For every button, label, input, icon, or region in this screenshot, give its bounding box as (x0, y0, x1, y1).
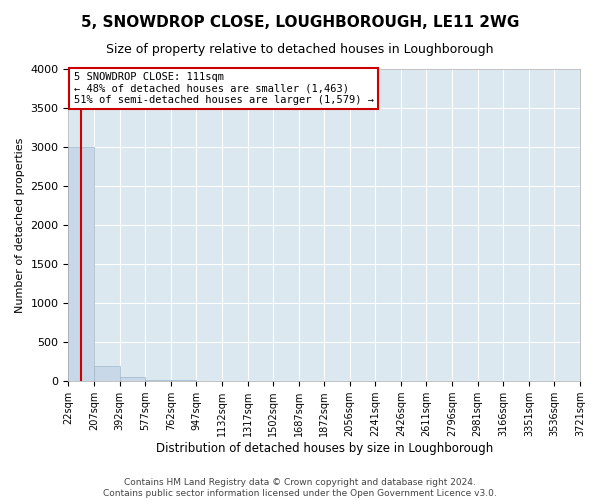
Bar (145, 380, 171, 381)
X-axis label: Distribution of detached houses by size in Loughborough: Distribution of detached houses by size … (155, 442, 493, 455)
Bar (68, 147, 94, 381)
Text: 5, SNOWDROP CLOSE, LOUGHBOROUGH, LE11 2WG: 5, SNOWDROP CLOSE, LOUGHBOROUGH, LE11 2W… (81, 15, 519, 30)
Text: 5 SNOWDROP CLOSE: 111sqm
← 48% of detached houses are smaller (1,463)
51% of sem: 5 SNOWDROP CLOSE: 111sqm ← 48% of detach… (74, 72, 374, 106)
Y-axis label: Number of detached properties: Number of detached properties (15, 138, 25, 313)
Bar (119, 378, 145, 381)
Bar (171, 380, 196, 381)
Text: Contains HM Land Registry data © Crown copyright and database right 2024.
Contai: Contains HM Land Registry data © Crown c… (103, 478, 497, 498)
Bar (94, 366, 119, 381)
Bar (196, 380, 222, 381)
Text: Size of property relative to detached houses in Loughborough: Size of property relative to detached ho… (106, 42, 494, 56)
